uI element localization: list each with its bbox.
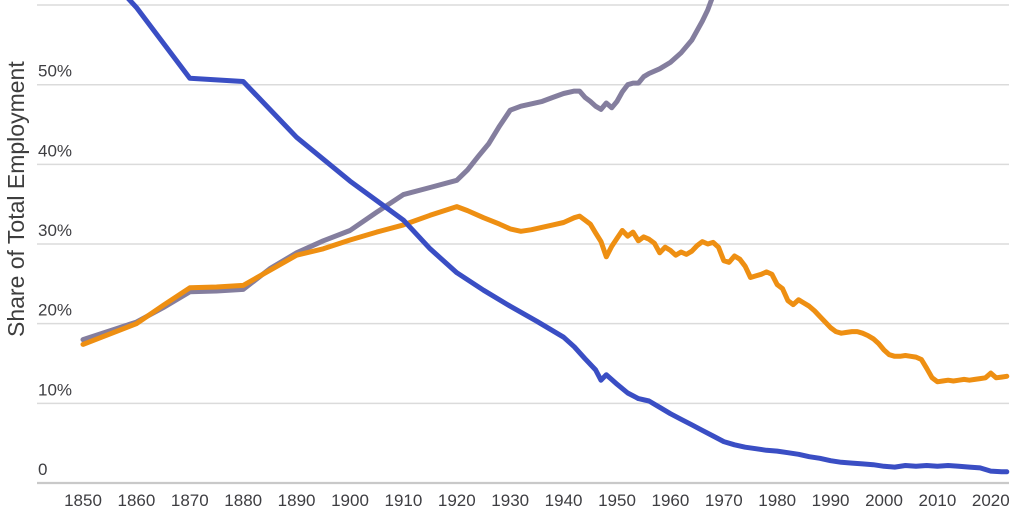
data-series — [80, 0, 1010, 475]
x-tick-label: 1930 — [491, 491, 529, 510]
y-tick-label: 0 — [38, 460, 47, 479]
x-tick-label: 1950 — [598, 491, 636, 510]
x-tick-label: 1920 — [438, 491, 476, 510]
x-tick-label: 1860 — [117, 491, 155, 510]
x-tick-label: 1850 — [64, 491, 102, 510]
y-tick-label: 10% — [38, 380, 72, 399]
y-tick-label: 20% — [38, 301, 72, 320]
gridlines — [37, 4, 1009, 485]
x-tick-label: 1870 — [171, 491, 209, 510]
y-tick-label: 40% — [38, 141, 72, 160]
x-tick-label: 1910 — [384, 491, 422, 510]
x-tick-label: 2020 — [972, 491, 1010, 510]
x-tick-label: 2000 — [865, 491, 903, 510]
series-orange-line — [80, 204, 1010, 385]
y-axis-tick-labels: 0 10% 20% 30% 40% 50% — [38, 62, 72, 479]
x-tick-label: 1960 — [651, 491, 689, 510]
x-tick-label: 1880 — [224, 491, 262, 510]
x-axis-tick-labels: 1850 1860 1870 1880 1890 1900 1910 1920 1930 1940… — [64, 491, 1010, 510]
x-tick-label: 1980 — [758, 491, 796, 510]
y-axis-title: Share of Total Employment — [3, 61, 29, 337]
series-slate-rising-line — [80, 0, 715, 343]
x-tick-label: 2010 — [918, 491, 956, 510]
y-tick-label: 30% — [38, 221, 72, 240]
x-tick-label: 1970 — [705, 491, 743, 510]
y-tick-label: 50% — [38, 62, 72, 81]
x-tick-label: 1890 — [278, 491, 316, 510]
x-tick-label: 1900 — [331, 491, 369, 510]
x-tick-label: 1990 — [812, 491, 850, 510]
series-blue-declining-line — [126, 0, 1010, 475]
x-tick-label: 1940 — [545, 491, 583, 510]
